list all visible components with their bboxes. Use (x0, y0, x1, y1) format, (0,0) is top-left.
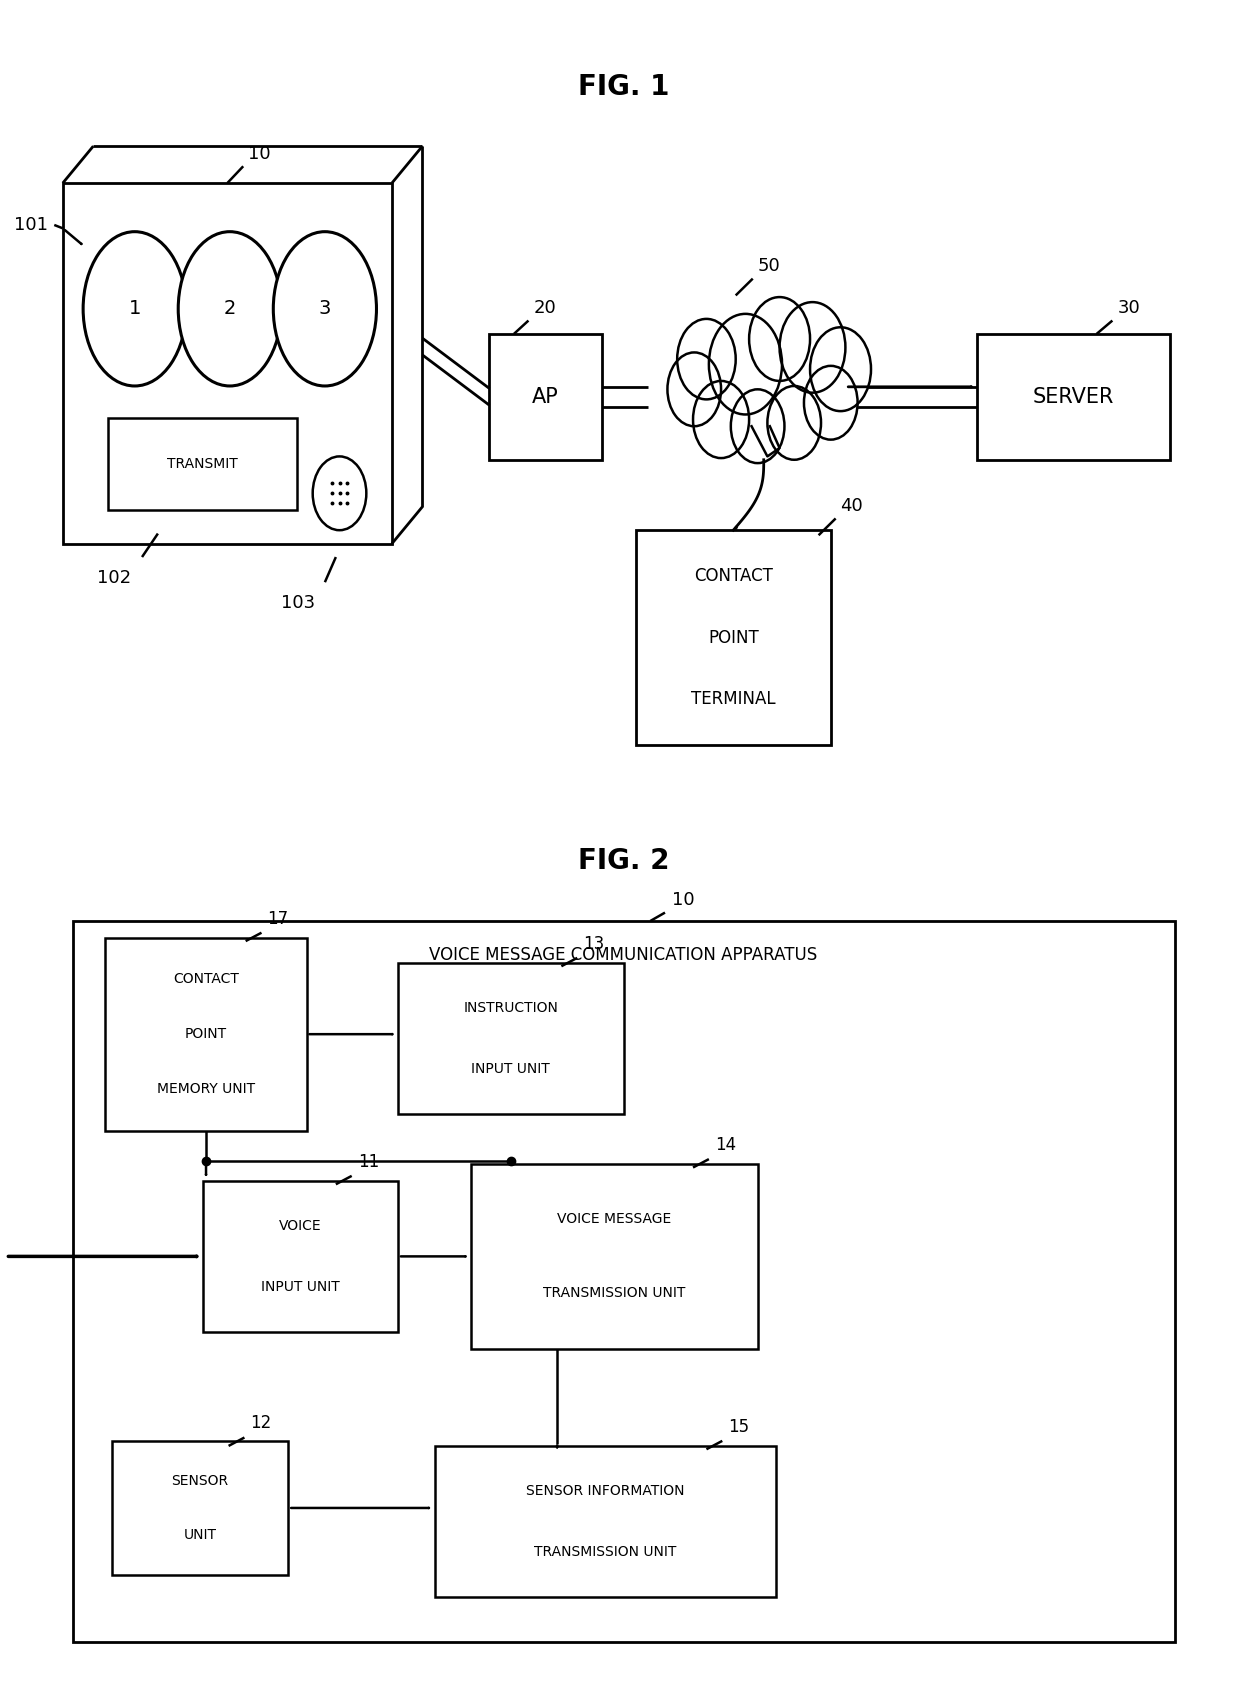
Text: SENSOR INFORMATION: SENSOR INFORMATION (526, 1485, 684, 1498)
Bar (105, 939, 306, 1131)
Text: TRANSMISSION UNIT: TRANSMISSION UNIT (534, 1544, 677, 1559)
Bar (112, 1441, 289, 1574)
Bar (108, 418, 296, 511)
Text: 11: 11 (358, 1153, 379, 1170)
Text: 102: 102 (97, 568, 131, 587)
Text: 103: 103 (281, 594, 315, 612)
Text: FIG. 1: FIG. 1 (578, 73, 670, 101)
Text: 20: 20 (533, 299, 556, 318)
Text: CONTACT: CONTACT (694, 566, 773, 585)
Text: TRANSMISSION UNIT: TRANSMISSION UNIT (543, 1287, 686, 1300)
Text: UNIT: UNIT (184, 1527, 217, 1542)
Ellipse shape (83, 232, 186, 386)
Bar (636, 531, 831, 744)
Text: 10: 10 (672, 891, 694, 910)
Text: 12: 12 (250, 1414, 272, 1432)
Text: 2: 2 (223, 299, 236, 318)
Text: INSTRUCTION: INSTRUCTION (464, 1001, 558, 1015)
Text: CONTACT: CONTACT (174, 972, 239, 986)
Text: 14: 14 (715, 1136, 737, 1153)
Text: INPUT UNIT: INPUT UNIT (471, 1062, 551, 1075)
Text: 40: 40 (841, 497, 863, 516)
Text: 10: 10 (248, 145, 270, 162)
Text: SENSOR: SENSOR (171, 1475, 228, 1488)
Bar (63, 183, 392, 543)
Text: FIG. 2: FIG. 2 (578, 847, 670, 874)
Text: POINT: POINT (185, 1026, 227, 1042)
Text: 1: 1 (129, 299, 141, 318)
Text: TERMINAL: TERMINAL (691, 690, 775, 709)
Text: 13: 13 (583, 935, 605, 952)
Bar (471, 1163, 758, 1349)
Ellipse shape (179, 232, 281, 386)
Text: MEMORY UNIT: MEMORY UNIT (157, 1082, 255, 1096)
Text: 50: 50 (758, 257, 780, 276)
Text: VOICE MESSAGE: VOICE MESSAGE (557, 1212, 672, 1226)
Text: 15: 15 (728, 1417, 749, 1436)
Text: AP: AP (532, 387, 559, 408)
Text: TRANSMIT: TRANSMIT (167, 457, 238, 472)
Bar (398, 962, 624, 1114)
Bar (434, 1446, 776, 1596)
Bar (490, 335, 601, 460)
Text: VOICE MESSAGE COMMUNICATION APPARATUS: VOICE MESSAGE COMMUNICATION APPARATUS (429, 947, 817, 964)
Bar (203, 1180, 398, 1333)
Bar (73, 922, 1174, 1642)
Text: POINT: POINT (708, 629, 759, 646)
Text: 30: 30 (1117, 299, 1140, 318)
Text: VOICE: VOICE (279, 1219, 322, 1233)
Text: SERVER: SERVER (1033, 387, 1114, 408)
Bar (977, 335, 1169, 460)
Text: 101: 101 (14, 216, 48, 233)
Text: INPUT UNIT: INPUT UNIT (262, 1280, 340, 1294)
Ellipse shape (273, 232, 377, 386)
Text: 3: 3 (319, 299, 331, 318)
Circle shape (312, 457, 366, 531)
Text: 17: 17 (268, 910, 289, 928)
